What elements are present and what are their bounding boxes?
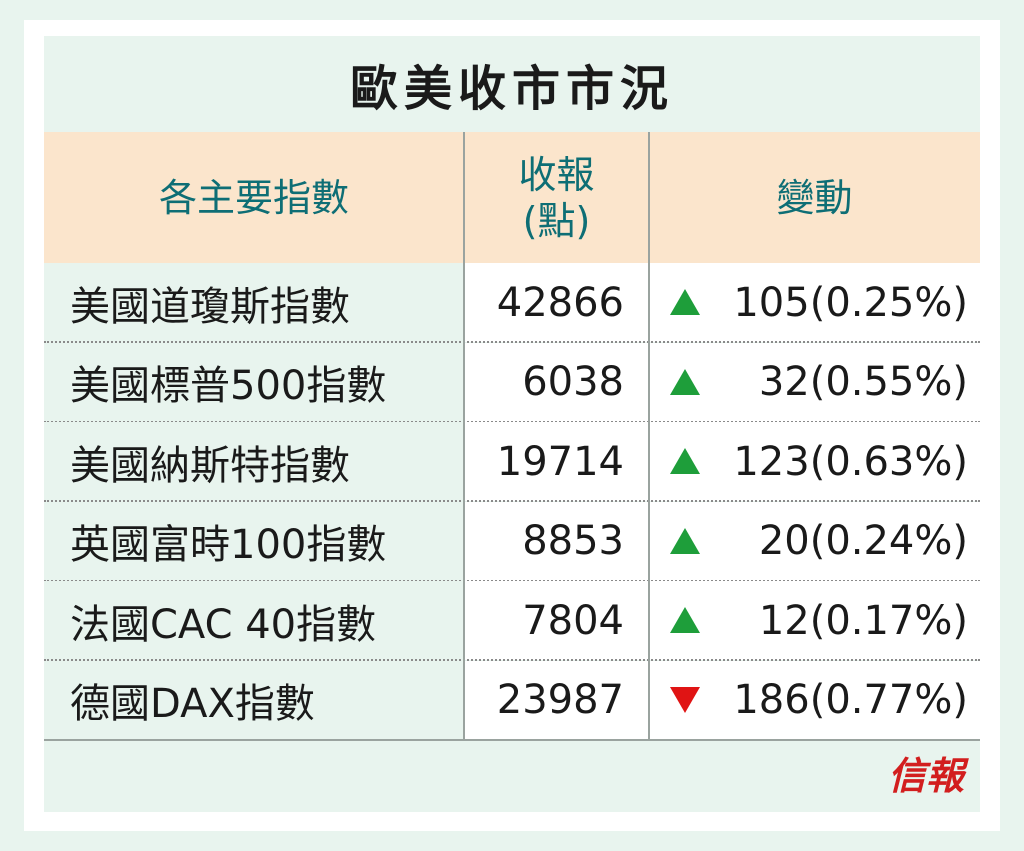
change-cell: 186(0.77%) — [650, 661, 980, 740]
index-name: 法國CAC 40指數 — [70, 601, 377, 648]
close-value: 7804 — [522, 597, 624, 644]
row-name-background — [44, 660, 464, 740]
change-value: 105(0.25%) — [733, 279, 968, 326]
change-value: 186(0.77%) — [733, 677, 968, 723]
close-value: 23987 — [496, 677, 624, 723]
close-value: 42866 — [496, 279, 624, 326]
table-header: 各主要指數 收報 (點) 變動 — [44, 132, 980, 263]
row-name-background — [44, 501, 464, 581]
table-row: 美國標普500指數 6038 32(0.55%) — [44, 342, 980, 423]
row-value-background — [464, 342, 980, 422]
change-cell: 20(0.24%) — [650, 502, 980, 581]
header-close-label: 收報 — [518, 152, 595, 197]
index-name: 德國DAX指數 — [70, 681, 315, 727]
change-value: 32(0.55%) — [758, 359, 968, 405]
row-divider — [44, 420, 980, 423]
row-name-background — [44, 581, 464, 660]
row-value-background — [464, 501, 980, 581]
index-name: 英國富時100指數 — [70, 522, 387, 568]
table-body: 美國道瓊斯指數 42866 105(0.25%) 美國標普500指數 6038 32(0.… — [44, 263, 980, 740]
triangle-down-icon — [670, 686, 700, 713]
table-row: 法國CAC 40指數 7804 12(0.17%) — [44, 581, 980, 661]
header-close-unit: (點) — [522, 198, 591, 243]
row-value-background — [464, 581, 980, 660]
row-name-background — [44, 342, 464, 422]
triangle-up-icon — [670, 368, 700, 395]
row-value-background — [464, 422, 980, 501]
change-value: 123(0.63%) — [733, 438, 968, 485]
table-row: 德國DAX指數 23987 186(0.77%) — [44, 660, 980, 740]
table-row: 美國道瓊斯指數 42866 105(0.25%) — [44, 263, 980, 343]
change-cell: 32(0.55%) — [650, 343, 980, 422]
triangle-up-icon — [670, 607, 700, 633]
row-name-background — [44, 263, 464, 342]
change-value: 20(0.24%) — [758, 518, 968, 564]
publisher-logo: 信報 — [887, 753, 964, 798]
triangle-up-icon — [670, 289, 700, 315]
row-divider — [44, 341, 980, 343]
row-value-background — [464, 263, 980, 342]
close-value: 6038 — [522, 359, 624, 405]
row-divider — [44, 500, 980, 502]
header-change: 變動 — [776, 175, 853, 220]
page-title: 歐美收市市況 — [349, 61, 674, 117]
index-name: 美國納斯特指數 — [70, 442, 350, 489]
change-cell: 12(0.17%) — [650, 581, 980, 660]
table-row: 美國納斯特指數 19714 123(0.63%) — [44, 422, 980, 502]
market-table: 歐美收市市況 各主要指數 收報 (點) 變動 美國道瓊斯指數 42866 105(0… — [44, 36, 980, 812]
column-divider — [648, 132, 650, 740]
row-divider — [44, 659, 980, 661]
close-value: 8853 — [522, 518, 624, 564]
triangle-up-icon — [670, 527, 700, 554]
header-index: 各主要指數 — [158, 175, 349, 220]
table-bottom-border — [44, 739, 980, 741]
row-name-background — [44, 422, 464, 501]
change-cell: 123(0.63%) — [650, 422, 980, 501]
table-row: 英國富時100指數 8853 20(0.24%) — [44, 501, 980, 582]
index-name: 美國標普500指數 — [70, 363, 387, 409]
triangle-up-icon — [670, 448, 700, 474]
change-value: 12(0.17%) — [758, 597, 968, 644]
column-divider — [463, 132, 465, 740]
change-cell: 105(0.25%) — [650, 263, 980, 342]
close-value: 19714 — [496, 438, 624, 485]
index-name: 美國道瓊斯指數 — [70, 283, 350, 330]
header-close: 收報 (點) — [464, 132, 649, 263]
row-value-background — [464, 660, 980, 740]
row-divider — [44, 579, 980, 582]
